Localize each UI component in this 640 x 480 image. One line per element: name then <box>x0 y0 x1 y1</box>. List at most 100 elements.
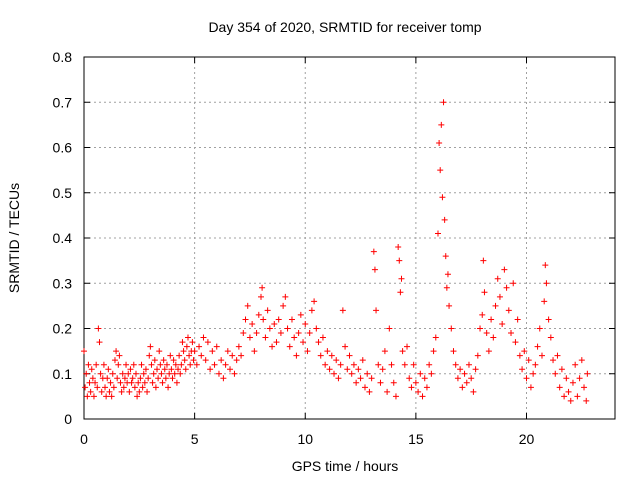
data-point <box>215 370 222 377</box>
data-point <box>572 361 579 368</box>
y-tick-label: 0.6 <box>53 140 73 156</box>
data-point <box>251 348 258 355</box>
data-point <box>335 375 342 382</box>
data-point <box>169 375 176 382</box>
data-point <box>165 384 172 391</box>
data-point <box>545 316 552 323</box>
data-point <box>109 370 116 377</box>
data-point <box>142 366 149 373</box>
data-point <box>505 307 512 314</box>
data-point <box>485 348 492 355</box>
data-point <box>463 379 470 386</box>
data-point <box>224 348 231 355</box>
data-point <box>536 325 543 332</box>
data-point <box>242 316 249 323</box>
data-point <box>346 352 353 359</box>
x-tick-label: 0 <box>80 431 88 447</box>
data-point <box>130 361 137 368</box>
data-point <box>86 379 93 386</box>
data-point <box>496 293 503 300</box>
data-point <box>155 375 162 382</box>
data-point <box>84 393 91 400</box>
x-tick-label: 5 <box>191 431 199 447</box>
data-point <box>550 357 557 364</box>
data-point <box>408 384 415 391</box>
data-point <box>322 361 329 368</box>
data-point <box>89 375 96 382</box>
data-point <box>578 357 585 364</box>
y-tick-label: 0.5 <box>53 185 73 201</box>
data-point <box>135 379 142 386</box>
data-point <box>156 348 163 355</box>
data-point <box>313 325 320 332</box>
data-point <box>244 302 251 309</box>
data-point <box>432 334 439 341</box>
data-point <box>375 361 382 368</box>
data-point <box>342 343 349 350</box>
data-point <box>510 280 517 287</box>
data-point <box>426 361 433 368</box>
data-point <box>437 167 444 174</box>
y-tick-label: 0.8 <box>53 49 73 65</box>
data-point <box>145 375 152 382</box>
data-point <box>326 366 333 373</box>
data-point <box>121 375 128 382</box>
data-point <box>151 357 158 364</box>
data-point <box>129 375 136 382</box>
data-point <box>229 352 236 359</box>
data-point <box>82 384 89 391</box>
data-point <box>293 352 300 359</box>
data-point <box>81 348 87 355</box>
data-point <box>339 307 346 314</box>
y-tick-label: 0.2 <box>53 321 73 337</box>
data-point <box>386 325 393 332</box>
data-point <box>534 343 541 350</box>
data-point <box>472 366 479 373</box>
x-tick-label: 15 <box>408 431 424 447</box>
data-point <box>260 316 267 323</box>
data-point <box>167 352 174 359</box>
chart-title: Day 354 of 2020, SRMTID for receiver tom… <box>208 19 481 35</box>
data-point <box>428 370 435 377</box>
data-point <box>98 388 105 395</box>
data-point <box>258 293 264 300</box>
data-point <box>253 330 260 337</box>
data-point <box>100 361 107 368</box>
data-point <box>189 339 196 346</box>
data-point <box>246 334 253 341</box>
data-point <box>277 330 284 337</box>
data-point <box>92 379 99 386</box>
data-point <box>134 393 141 400</box>
data-point <box>262 334 269 341</box>
data-point <box>119 370 126 377</box>
data-point <box>227 366 234 373</box>
data-point <box>302 320 309 327</box>
data-point <box>275 316 282 323</box>
data-point <box>141 379 148 386</box>
data-point <box>154 366 161 373</box>
data-point <box>390 379 397 386</box>
data-point <box>138 361 145 368</box>
data-point <box>191 348 198 355</box>
data-point <box>523 375 530 382</box>
data-point <box>554 352 561 359</box>
data-point <box>563 375 570 382</box>
data-point <box>410 361 417 368</box>
data-point <box>162 375 169 382</box>
data-point <box>170 357 177 364</box>
x-tick-label: 10 <box>297 431 313 447</box>
data-point <box>144 388 151 395</box>
data-point <box>271 320 278 327</box>
data-point <box>319 334 326 341</box>
data-point <box>419 393 426 400</box>
data-point <box>569 379 576 386</box>
data-point <box>311 298 318 305</box>
data-point <box>480 257 487 264</box>
data-point <box>95 325 102 332</box>
data-point <box>136 388 143 395</box>
data-point <box>348 370 355 377</box>
data-point <box>384 388 391 395</box>
data-point <box>140 370 147 377</box>
data-point <box>370 248 377 255</box>
